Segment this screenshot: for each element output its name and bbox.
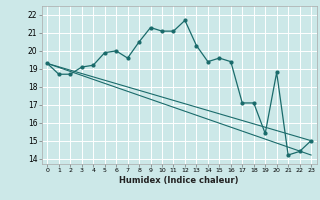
- X-axis label: Humidex (Indice chaleur): Humidex (Indice chaleur): [119, 176, 239, 185]
